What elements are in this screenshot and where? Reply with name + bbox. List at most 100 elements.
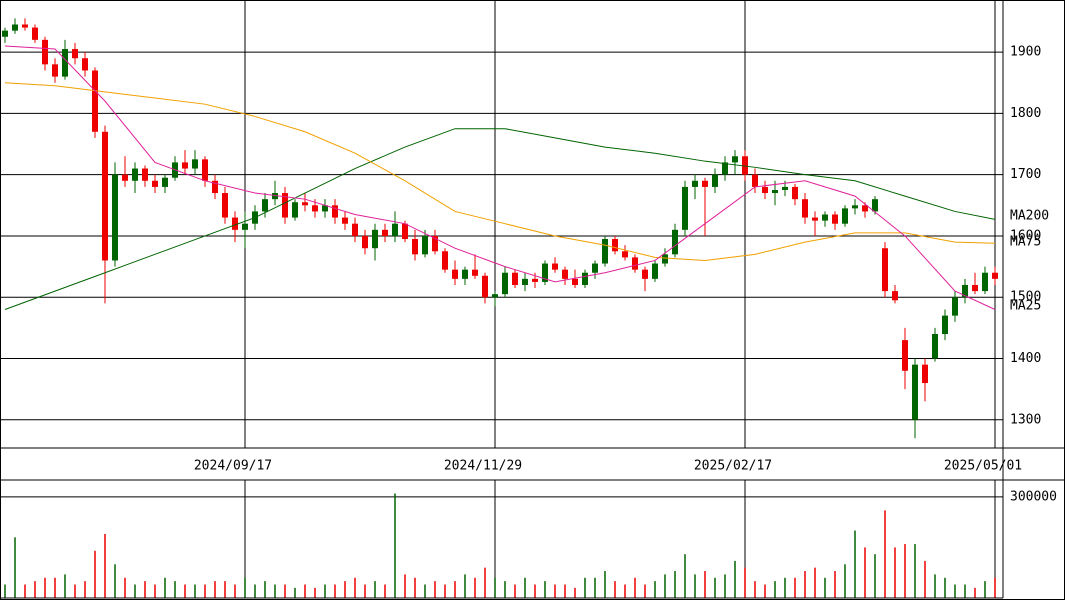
candle-body — [212, 180, 218, 194]
candle-body — [292, 202, 298, 218]
candle-body — [432, 235, 438, 252]
candle-body — [522, 278, 528, 285]
candle-body — [312, 205, 318, 212]
candle-body — [322, 205, 328, 212]
candle-body — [822, 214, 828, 221]
candle-body — [442, 251, 448, 270]
candle-body — [722, 162, 728, 175]
candle-body — [502, 272, 508, 295]
candle-body — [862, 205, 868, 212]
candle-body — [482, 275, 488, 298]
legend-label: MA75 — [1010, 235, 1041, 250]
candle-body — [282, 193, 288, 218]
x-tick-label: 2025/02/17 — [694, 459, 772, 474]
candle-body — [242, 223, 248, 230]
candle-body — [922, 364, 928, 384]
candle-body — [972, 284, 978, 292]
candle-body — [452, 269, 458, 279]
candle-body — [112, 174, 118, 261]
candle-body — [362, 235, 368, 249]
candle-body — [712, 174, 718, 187]
candle-body — [592, 263, 598, 273]
y-tick-label: 1800 — [1010, 106, 1041, 121]
candle-body — [12, 24, 18, 31]
candle-body — [572, 278, 578, 285]
candle-body — [632, 257, 638, 270]
y-tick-label: 1700 — [1010, 167, 1041, 182]
candle-body — [492, 294, 498, 298]
moving-average-line — [4, 82, 996, 261]
candle-body — [702, 180, 708, 187]
candle-body — [232, 217, 238, 230]
candle-body — [82, 58, 88, 71]
legend-label: MA200 — [1010, 209, 1049, 224]
candle-body — [352, 223, 358, 236]
candle-body — [472, 269, 478, 276]
y-tick-label: 1300 — [1010, 412, 1041, 427]
candle-body — [682, 186, 688, 230]
y-tick-label: 1400 — [1010, 351, 1041, 366]
candle-body — [182, 162, 188, 169]
y-tick-label: 1500 — [1010, 290, 1041, 305]
y-tick-label: 1900 — [1010, 45, 1041, 60]
candle-body — [302, 202, 308, 206]
candle-body — [332, 205, 338, 218]
x-tick-label: 2024/11/29 — [444, 459, 522, 474]
candle-body — [892, 291, 898, 301]
candle-body — [582, 272, 588, 285]
candle-body — [652, 263, 658, 279]
candle-body — [532, 278, 538, 282]
candle-body — [882, 248, 888, 292]
x-tick-label: 2024/09/17 — [194, 459, 272, 474]
candle-body — [262, 199, 268, 212]
y-tick-label: 1600 — [1010, 228, 1041, 243]
candle-body — [752, 174, 758, 187]
candle-body — [832, 214, 838, 224]
candle-body — [542, 263, 548, 282]
candle-body — [932, 334, 938, 359]
candle-body — [902, 340, 908, 371]
candle-body — [942, 315, 948, 335]
candle-body — [612, 239, 618, 252]
candle-body — [692, 180, 698, 187]
candle-body — [662, 254, 668, 264]
candle-body — [842, 208, 848, 224]
candle-body — [202, 159, 208, 181]
candle-body — [192, 159, 198, 169]
candle-body — [762, 186, 768, 194]
candle-body — [52, 64, 58, 77]
candle-body — [852, 205, 858, 209]
candle-body — [22, 24, 28, 28]
candle-body — [162, 177, 168, 187]
candle-body — [342, 217, 348, 224]
candle-body — [42, 39, 48, 65]
candle-body — [552, 263, 558, 270]
y-tick-label: 300000 — [1010, 489, 1057, 504]
candle-body — [152, 180, 158, 187]
moving-average-line — [4, 128, 996, 310]
candle-body — [872, 199, 878, 212]
candle-body — [382, 229, 388, 236]
candle-body — [782, 186, 788, 190]
candle-body — [392, 223, 398, 236]
candle-body — [142, 168, 148, 181]
candle-body — [912, 364, 918, 420]
candle-body — [622, 251, 628, 258]
candle-body — [962, 284, 968, 298]
candle-body — [772, 189, 778, 194]
candle-body — [372, 229, 378, 249]
candle-body — [2, 30, 8, 37]
candle-body — [982, 272, 988, 292]
candle-body — [742, 156, 748, 175]
candle-body — [672, 229, 678, 255]
candle-body — [402, 223, 408, 240]
candle-body — [422, 235, 428, 255]
candle-body — [992, 272, 998, 279]
candle-body — [132, 168, 138, 181]
candle-body — [272, 193, 278, 200]
candle-body — [92, 70, 98, 132]
candle-body — [72, 49, 78, 59]
candle-body — [102, 131, 108, 261]
